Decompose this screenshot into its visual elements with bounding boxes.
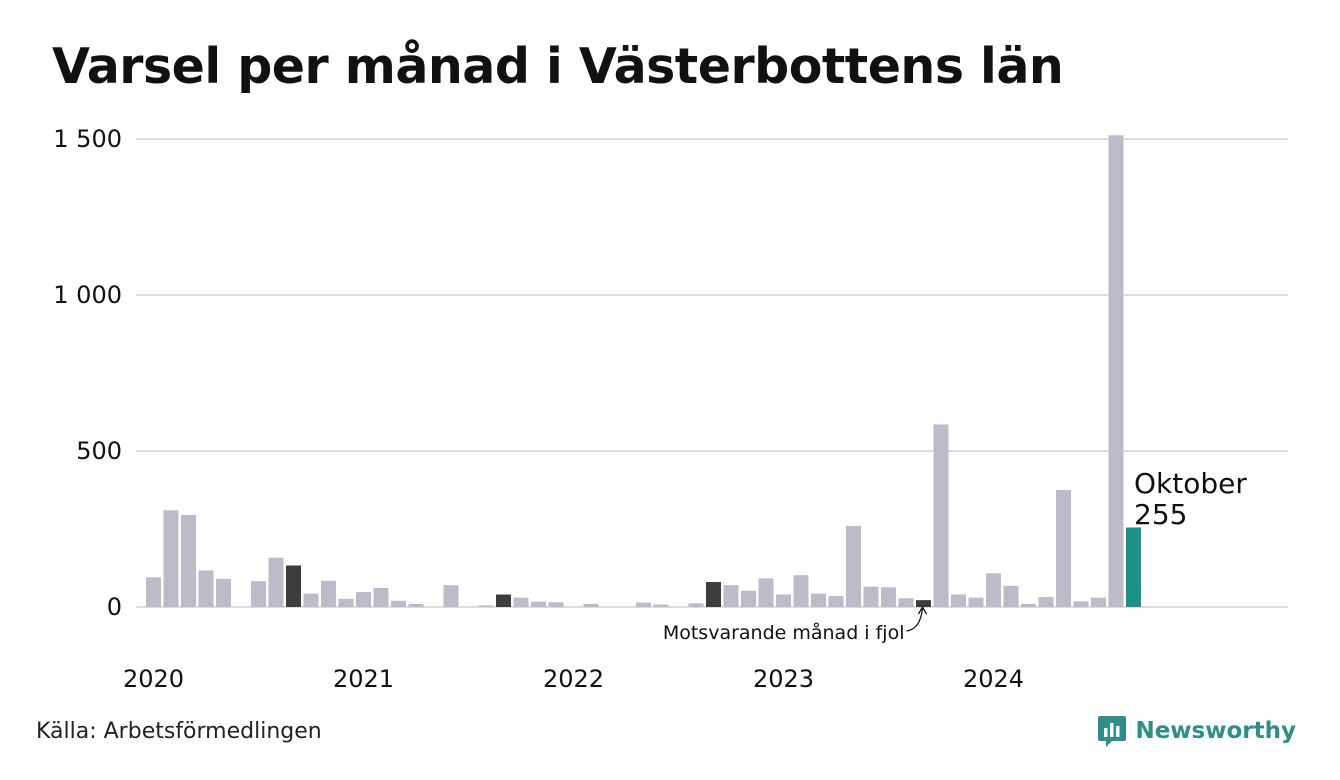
bar: [636, 602, 651, 607]
bar: [881, 587, 896, 607]
bar: [1021, 603, 1036, 607]
bar: [1003, 585, 1019, 607]
previous-year-label: Motsvarande månad i fjol: [663, 621, 905, 644]
chart-title: Varsel per månad i Västerbottens län: [52, 38, 1064, 95]
x-tick-label: 2022: [543, 665, 604, 693]
bar-previous-year: [286, 565, 301, 607]
current-month-label: Oktober: [1134, 467, 1247, 500]
bar: [1056, 490, 1071, 607]
bars: [146, 135, 1141, 608]
bar-current-month: [1126, 527, 1141, 607]
bar: [251, 581, 266, 607]
bar: [793, 575, 809, 607]
bar: [216, 578, 231, 607]
bar: [723, 585, 739, 607]
bar: [776, 594, 791, 607]
bar: [373, 587, 389, 607]
bar-previous-year: [916, 600, 931, 607]
bar: [321, 580, 336, 607]
bar: [898, 598, 914, 607]
bar: [1091, 597, 1106, 607]
bar: [741, 590, 756, 607]
bar: [443, 585, 459, 607]
bar: [513, 597, 529, 607]
current-value-label: 255: [1134, 498, 1187, 531]
bar: [968, 597, 984, 607]
x-tick-label: 2020: [123, 665, 184, 693]
y-tick-label: 0: [107, 593, 122, 621]
bar: [951, 594, 966, 607]
newsworthy-logo[interactable]: Newsworthy: [1097, 714, 1296, 748]
bar: [356, 592, 371, 607]
newsworthy-logo-icon: [1098, 716, 1127, 747]
bar: [986, 573, 1001, 607]
brand-name: Newsworthy: [1135, 718, 1296, 744]
bar: [933, 424, 949, 607]
source-note: Källa: Arbetsförmedlingen: [36, 719, 322, 744]
bar: [408, 603, 424, 607]
bar: [548, 602, 564, 607]
x-tick-label: 2023: [753, 665, 814, 693]
bar: [1073, 601, 1089, 607]
y-tick-label: 1 500: [53, 125, 122, 153]
bar: [863, 586, 879, 607]
bar: [181, 514, 196, 607]
bar-previous-year: [706, 582, 721, 607]
bar: [1108, 135, 1124, 608]
bar: [531, 601, 546, 607]
bar: [391, 600, 406, 607]
bar: [583, 603, 599, 607]
bar: [828, 596, 844, 607]
bar: [688, 603, 704, 607]
x-tick-label: 2021: [333, 665, 394, 693]
annotation-arrowhead: [917, 605, 928, 615]
annotation-arrow: [906, 607, 924, 632]
bar: [846, 525, 861, 607]
bar-previous-year: [496, 594, 511, 607]
bar: [478, 605, 494, 607]
x-tick-label: 2024: [963, 665, 1024, 693]
bar: [653, 604, 669, 607]
bar: [758, 578, 774, 607]
y-tick-label: 500: [76, 437, 122, 465]
bar: [1038, 597, 1054, 607]
bar: [163, 510, 179, 607]
bar: [268, 557, 284, 607]
bar: [303, 593, 319, 607]
bar-chart: 0 500 1 000 1 500 2020 2021 2022 2023 2024 Oktob…: [53, 125, 1288, 693]
bar: [811, 593, 826, 607]
y-tick-label: 1 000: [53, 281, 122, 309]
bar: [198, 570, 214, 607]
axis-labels: 0 500 1 000 1 500 2020 2021 2022 2023 2024: [53, 125, 1024, 693]
bar: [146, 577, 161, 607]
bar: [338, 598, 354, 607]
